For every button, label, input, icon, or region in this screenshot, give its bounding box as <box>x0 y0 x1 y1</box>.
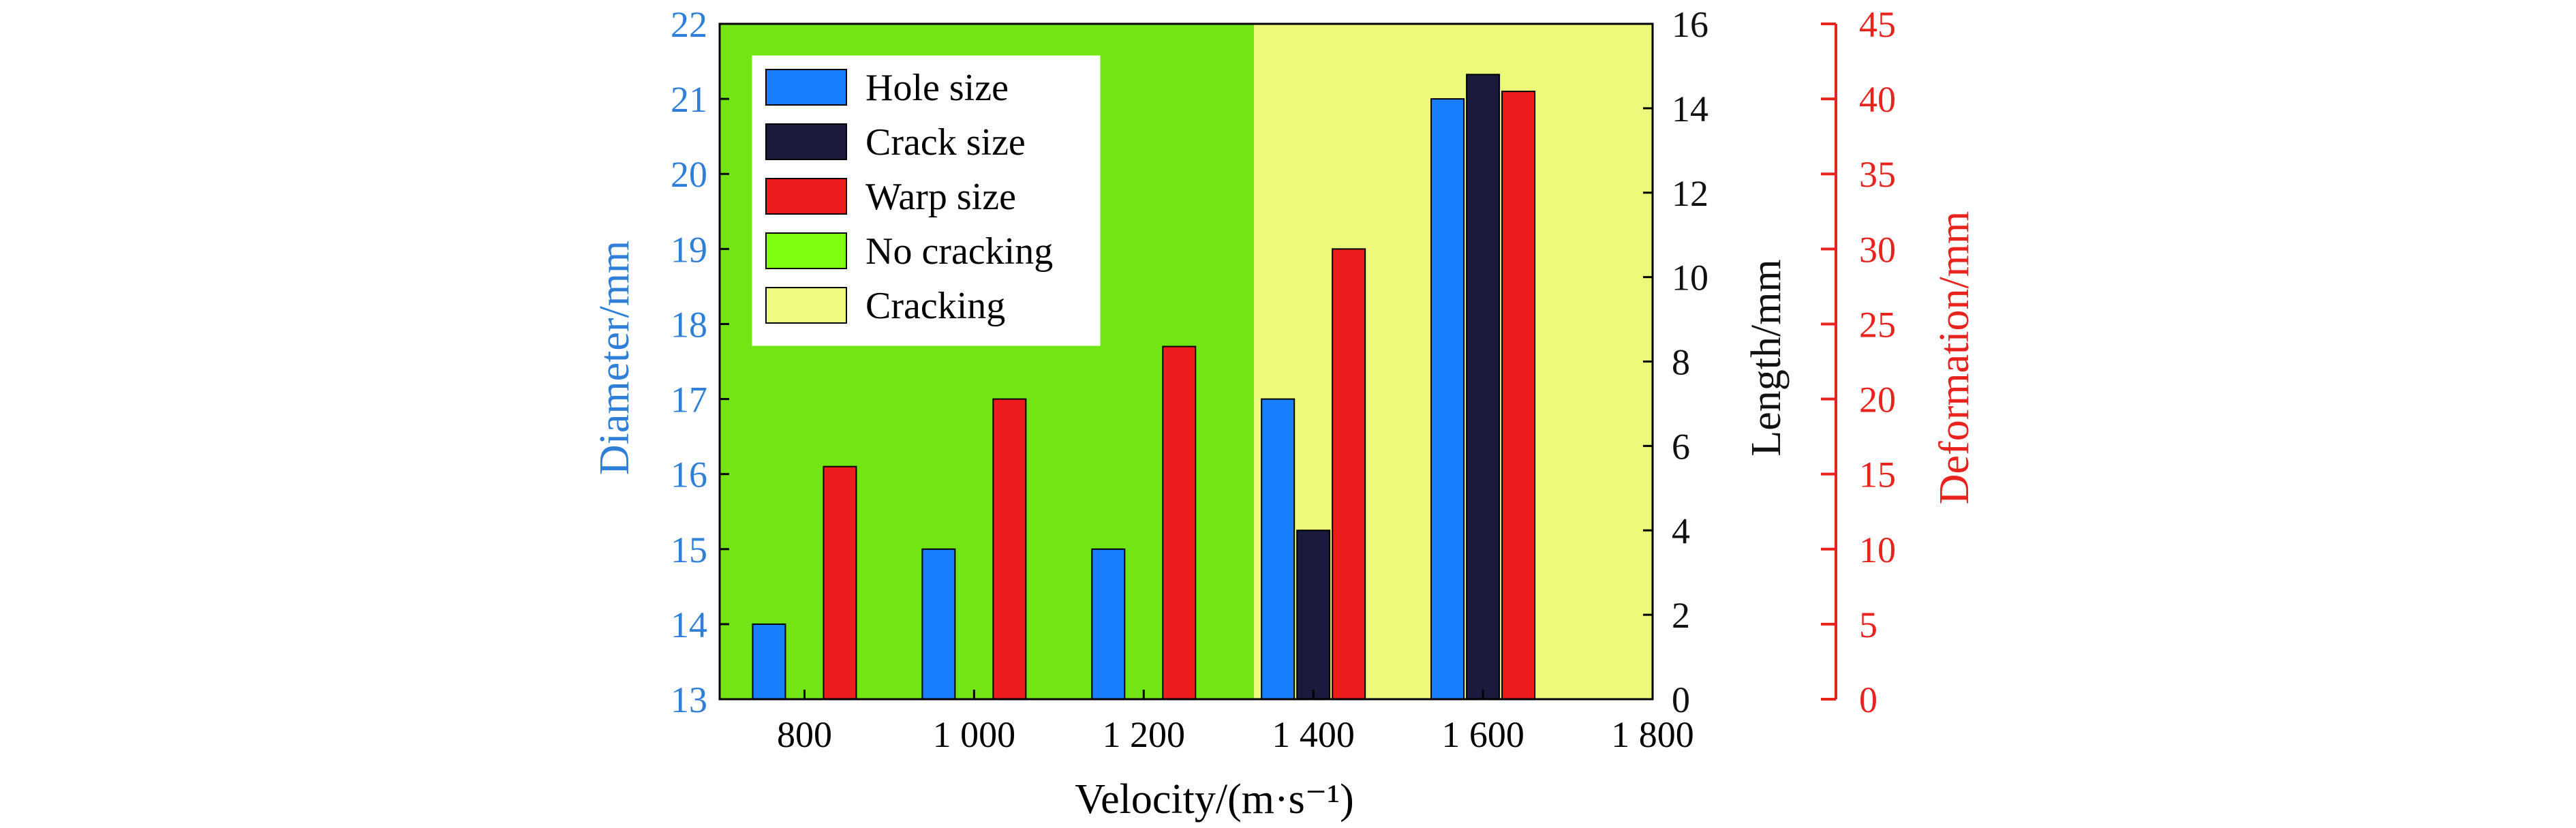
x-tick-label: 1 200 <box>1103 714 1186 755</box>
legend-swatch <box>765 232 847 269</box>
left-tick-label: 17 <box>671 380 707 420</box>
legend-swatch <box>765 69 847 106</box>
bar-warp-size-1 <box>992 398 1027 700</box>
legend: Hole size Crack size Warp size No cracking C… <box>752 55 1101 346</box>
deformation-tick-label: 25 <box>1859 304 1896 345</box>
bars <box>752 74 1536 701</box>
left-tick-label: 18 <box>671 304 707 345</box>
left-tick-label: 21 <box>671 79 707 120</box>
bar-warp-size-3 <box>1332 248 1366 701</box>
deformation-tick-label: 10 <box>1859 530 1896 570</box>
deformation-tick-label: 0 <box>1859 679 1877 720</box>
length-tick-label: 4 <box>1672 510 1690 551</box>
deformation-tick-label: 35 <box>1859 154 1896 195</box>
left-tick-label: 22 <box>671 4 707 45</box>
left-tick-label: 16 <box>671 455 707 495</box>
right-axis-length: 0 2 4 6 8 10 12 14 16 <box>1643 4 1708 720</box>
bar-warp-size-2 <box>1162 346 1197 700</box>
x-tick-label: 1 400 <box>1272 714 1355 755</box>
legend-label: Warp size <box>865 176 1016 218</box>
bar-crack-size-4 <box>1466 74 1501 700</box>
bar-crack-size-3 <box>1296 530 1331 700</box>
bar-hole-size-4 <box>1430 98 1465 701</box>
length-tick-label: 2 <box>1672 595 1690 636</box>
bar-hole-size-0 <box>752 623 786 701</box>
x-tick-label: 1 800 <box>1611 714 1694 755</box>
left-axis: 13 14 15 16 17 18 19 20 21 22 <box>671 4 729 720</box>
deformation-tick-label: 20 <box>1859 380 1896 420</box>
legend-label: Cracking <box>865 285 1005 327</box>
bar-hole-size-2 <box>1091 548 1126 700</box>
x-axis-label: Velocity/(m·s⁻¹) <box>1075 776 1353 823</box>
x-tick-label: 1 000 <box>933 714 1016 755</box>
x-axis: 800 1 000 1 200 1 400 1 600 1 800 <box>777 690 1694 755</box>
legend-label: Hole size <box>865 67 1009 109</box>
bar-warp-size-4 <box>1501 91 1536 701</box>
bar-hole-size-1 <box>921 548 956 700</box>
legend-label: Crack size <box>865 121 1026 164</box>
deformation-tick-label: 5 <box>1859 604 1877 645</box>
right-axis-deformation-label: Deformation/mm <box>1931 211 1978 504</box>
legend-swatch <box>765 123 847 160</box>
right-axis-deformation: 0 5 10 15 20 25 30 35 40 45 <box>1821 4 1896 720</box>
bar-warp-size-0 <box>823 465 857 701</box>
deformation-tick-label: 40 <box>1859 79 1896 120</box>
length-tick-label: 6 <box>1672 426 1690 467</box>
left-tick-label: 20 <box>671 154 707 195</box>
deformation-tick-label: 45 <box>1859 4 1896 45</box>
right-axis-length-label: Length/mm <box>1743 259 1790 456</box>
deformation-tick-label: 15 <box>1859 455 1896 495</box>
bar-hole-size-3 <box>1261 398 1295 700</box>
deformation-tick-label: 30 <box>1859 229 1896 270</box>
length-tick-label: 12 <box>1672 173 1708 214</box>
x-tick-label: 1 600 <box>1441 714 1524 755</box>
legend-swatch <box>765 287 847 324</box>
left-axis-label: Diameter/mm <box>592 241 638 475</box>
left-tick-label: 14 <box>671 604 707 645</box>
left-tick-label: 13 <box>671 679 707 720</box>
legend-swatch <box>765 178 847 215</box>
length-tick-label: 10 <box>1672 258 1708 298</box>
length-tick-label: 8 <box>1672 342 1690 383</box>
left-tick-label: 19 <box>671 229 707 270</box>
x-tick-label: 800 <box>777 714 832 755</box>
left-tick-label: 15 <box>671 530 707 570</box>
length-tick-label: 14 <box>1672 89 1708 129</box>
length-tick-label: 16 <box>1672 4 1708 45</box>
legend-label: No cracking <box>865 230 1053 273</box>
length-tick-label: 0 <box>1672 679 1690 720</box>
